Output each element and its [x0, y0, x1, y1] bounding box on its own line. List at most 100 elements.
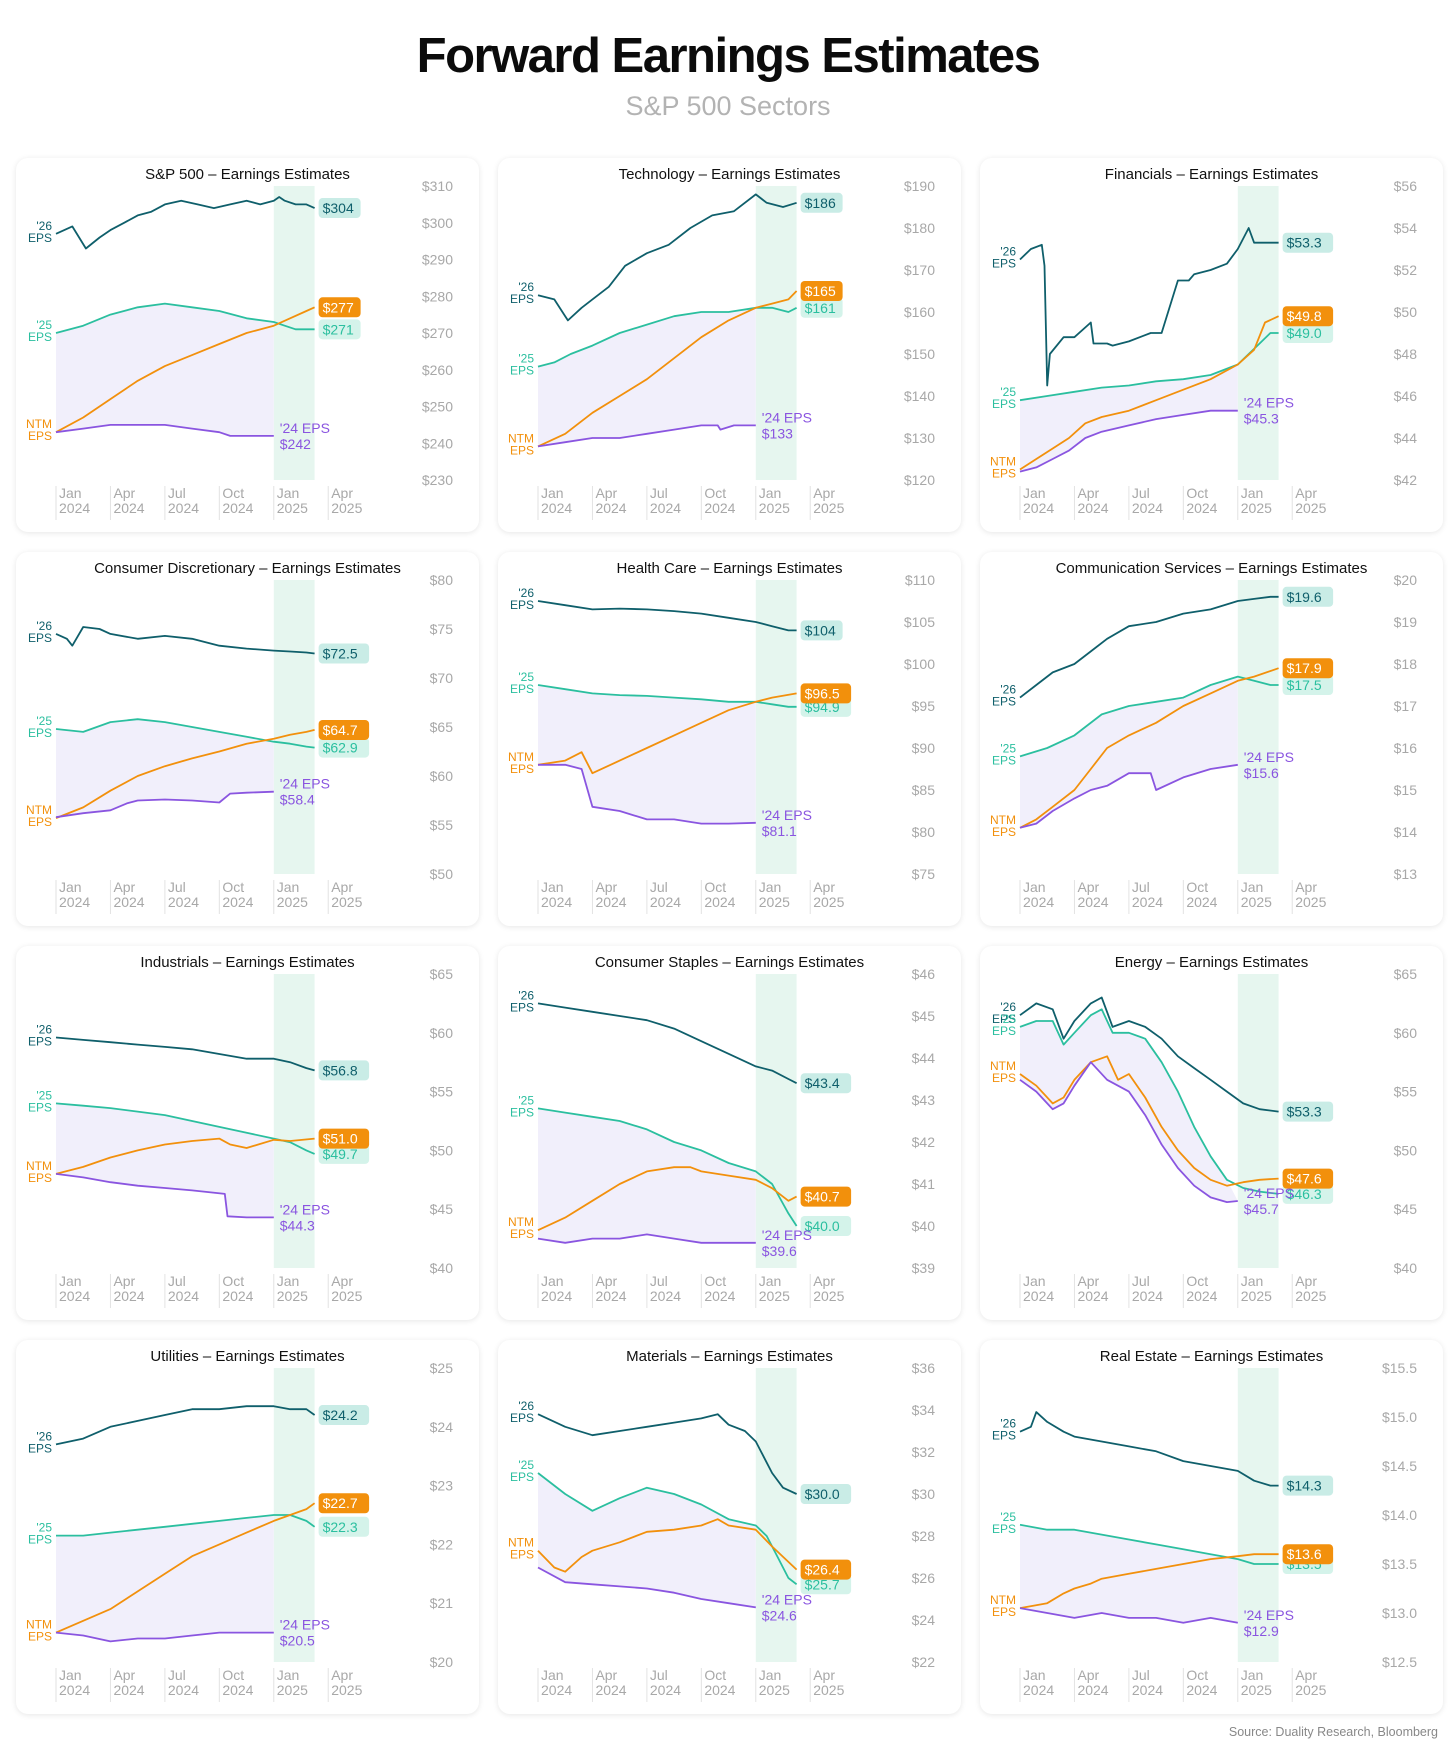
x-tick-label: 2025 [1295, 1288, 1326, 1304]
series-name-label: '26 [1000, 1417, 1016, 1431]
series-line-ntm [55, 1502, 316, 1634]
y-tick-label: $54 [1394, 220, 1418, 236]
value-badge [800, 192, 843, 213]
x-tick-label: Jul [168, 1273, 186, 1289]
value-label: $17.9 [1287, 660, 1322, 676]
x-tick-label: Jan [277, 1273, 300, 1289]
series-name-label: EPS [510, 292, 534, 306]
y-tick-label: $90 [912, 740, 936, 756]
x-tick-label: Apr [813, 485, 835, 501]
x-tick-label: Apr [595, 1667, 617, 1683]
value-label: $24.2 [323, 1407, 358, 1423]
x-tick-label: 2025 [759, 1682, 790, 1698]
value-badge [1282, 1183, 1334, 1204]
y-tick-label: $75 [430, 621, 454, 637]
series-name-label: '26 [518, 280, 534, 294]
x-tick-label: 2024 [59, 500, 90, 516]
x-tick-label: 2024 [1023, 894, 1054, 910]
y-tick-label: $26 [912, 1570, 936, 1586]
value-badge [1282, 1168, 1334, 1189]
x-tick-label: 2024 [1023, 1288, 1054, 1304]
line-chart: Jan2024Apr2024Jul2024Oct2024Jan2025Apr20… [26, 178, 453, 520]
y-tick-label: $50 [430, 1142, 454, 1158]
value-label: $44.3 [280, 1217, 315, 1233]
x-tick-label: Jan [1023, 1273, 1046, 1289]
series-line-eps26 [1019, 996, 1279, 1113]
value-badge [1282, 232, 1334, 253]
value-badge [318, 1516, 370, 1537]
forecast-band [273, 186, 315, 480]
x-tick-label: 2025 [277, 894, 308, 910]
series-line-ntm [537, 1518, 798, 1573]
x-tick-label: 2024 [704, 1682, 735, 1698]
series-name-label: '24 EPS [1244, 1185, 1294, 1201]
value-label: $22.7 [323, 1495, 358, 1511]
x-tick-label: Oct [1186, 1667, 1208, 1683]
y-tick-label: $100 [904, 656, 935, 672]
x-tick-label: 2024 [1132, 1288, 1163, 1304]
value-label: $45.7 [1244, 1201, 1279, 1217]
value-label: $56.8 [323, 1062, 358, 1078]
area-fill [538, 1108, 756, 1243]
y-tick-label: $18 [1394, 656, 1418, 672]
x-tick-label: 2024 [541, 1288, 572, 1304]
value-label: $40.7 [805, 1189, 840, 1205]
value-label: $165 [805, 283, 836, 299]
series-line-eps25 [537, 306, 798, 368]
x-tick-label: 2024 [168, 1682, 199, 1698]
series-line-eps24 [537, 1566, 756, 1609]
x-tick-label: Jan [1023, 879, 1046, 895]
line-chart: Jan2024Apr2024Jul2024Oct2024Jan2025Apr20… [990, 966, 1418, 1308]
value-badge [1282, 1475, 1334, 1496]
x-tick-label: 2025 [813, 500, 844, 516]
x-tick-label: 2024 [1132, 500, 1163, 516]
series-name-label: '26 [36, 219, 52, 233]
x-tick-label: Jul [650, 485, 668, 501]
y-tick-label: $230 [422, 472, 453, 488]
series-name-label: EPS [992, 825, 1016, 839]
x-tick-label: 2024 [1077, 500, 1108, 516]
y-tick-label: $65 [1394, 966, 1418, 982]
series-name-label: EPS [992, 1012, 1016, 1026]
value-label: $277 [323, 299, 354, 315]
series-name-label: EPS [510, 1000, 534, 1014]
value-badge [800, 281, 843, 301]
x-tick-label: Apr [1077, 879, 1099, 895]
series-name-label: '26 [1000, 683, 1016, 697]
series-line-eps26 [1019, 227, 1279, 387]
y-tick-label: $43 [912, 1092, 936, 1108]
x-tick-label: 2025 [813, 1682, 844, 1698]
series-name-label: EPS [28, 631, 52, 645]
x-tick-label: Jul [168, 1667, 186, 1683]
value-label: $62.9 [323, 740, 358, 756]
chart-title: Health Care – Earnings Estimates [616, 560, 843, 577]
line-chart: Jan2024Apr2024Jul2024Oct2024Jan2025Apr20… [508, 1360, 936, 1702]
x-tick-label: Apr [1077, 1273, 1099, 1289]
value-label: $22.3 [323, 1519, 358, 1535]
x-tick-label: Jul [1132, 879, 1150, 895]
y-tick-label: $60 [430, 768, 454, 784]
series-name-label: EPS [992, 257, 1016, 271]
series-name-label: '25 [36, 714, 52, 728]
x-tick-label: Jan [541, 1667, 564, 1683]
x-tick-label: 2024 [113, 1682, 144, 1698]
chart-panel: Technology – Earnings Estimates Jan 2024 Ap… [498, 158, 961, 532]
value-badge [800, 1559, 852, 1580]
series-line-ntm [55, 1137, 315, 1175]
series-line-ntm [537, 1166, 798, 1232]
series-name-label: '25 [1000, 741, 1016, 755]
x-tick-label: 2024 [541, 500, 572, 516]
series-name-label: EPS [992, 1605, 1016, 1619]
series-name-label: '24 EPS [1244, 1607, 1294, 1623]
area-fill [1020, 1009, 1238, 1203]
x-tick-label: Oct [222, 1273, 244, 1289]
series-line-eps24 [537, 1233, 756, 1244]
series-name-label: '25 [36, 1521, 52, 1535]
value-label: $20.5 [280, 1633, 315, 1649]
x-tick-label: 2024 [222, 894, 253, 910]
x-tick-label: Apr [331, 879, 353, 895]
value-label: $46.3 [1287, 1186, 1322, 1202]
x-tick-label: Jan [59, 1273, 82, 1289]
x-tick-label: Apr [113, 485, 135, 501]
series-name-label: '24 EPS [762, 1591, 812, 1607]
